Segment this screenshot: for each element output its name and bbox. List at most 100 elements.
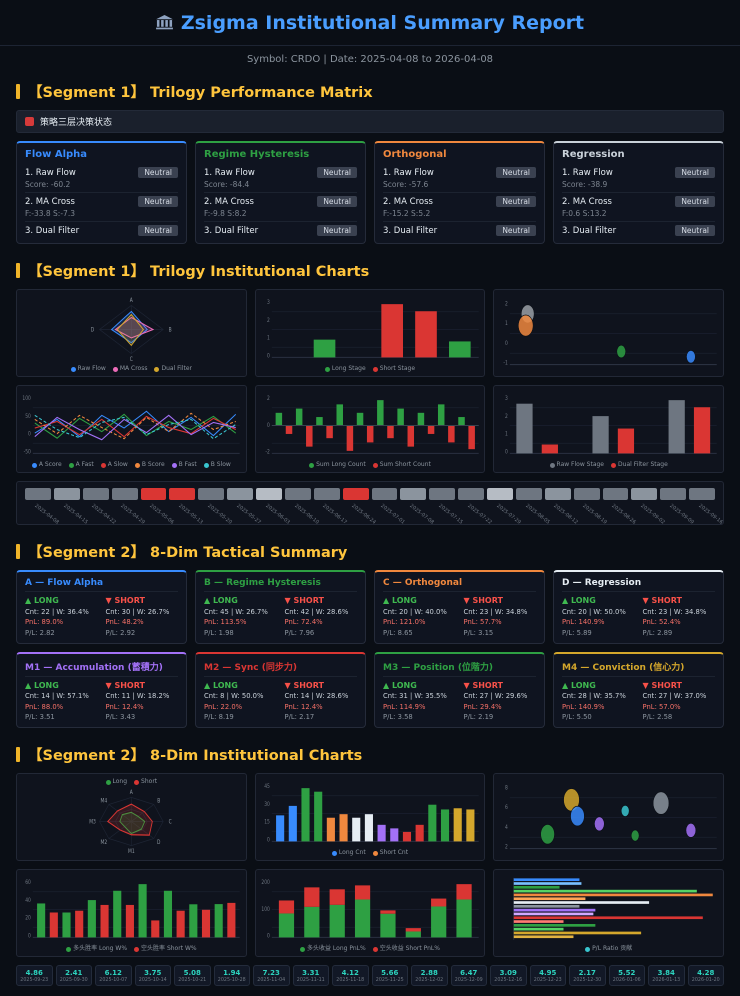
section-heading-dim-charts: 【Segment 2】 8-Dim Institutional Charts <box>16 744 724 765</box>
trilogy-chart-grid: A B C D Raw Flow MA Cross Dual Filter 3 2 1 0 Long … <box>16 289 724 473</box>
heat-tile: 2025-06-24 <box>342 488 377 526</box>
long-pnl: PnL: 140.9% <box>562 702 605 711</box>
heat-tile: 2025-09-16 <box>689 488 724 526</box>
matrix-row: 1. Raw Flow Neutral Score: -38.9 <box>562 164 715 193</box>
svg-text:40: 40 <box>25 897 31 904</box>
svg-text:3: 3 <box>505 396 508 403</box>
svg-text:M1: M1 <box>128 848 135 855</box>
tactical-card-m3-position: M3 — Position (位階力) ▲ LONG Cnt: 31 | W: 35… <box>374 651 545 728</box>
section-title: 【Segment 1】 Trilogy Performance Matrix <box>28 85 373 101</box>
status-badge: Neutral <box>317 196 357 207</box>
section-accent-bar <box>16 544 20 559</box>
section-title: 【Segment 2】 8-Dim Tactical Summary <box>28 545 348 561</box>
heat-tile-box <box>82 488 109 500</box>
value-tile-date: 2025-11-11 <box>296 978 325 983</box>
svg-text:2: 2 <box>505 844 508 851</box>
value-tile-value: 3.75 <box>144 969 162 977</box>
legend-dot <box>171 462 177 468</box>
value-tile-date: 2026-01-13 <box>652 978 681 983</box>
matrix-row: 3. Dual Filter Neutral <box>383 222 536 239</box>
legend-item: Long Cnt <box>331 849 366 857</box>
legend-item: Short <box>134 778 157 786</box>
legend-dot <box>203 462 209 468</box>
short-pnl: PnL: 29.4% <box>463 702 502 711</box>
matrix-card-title: Regime Hysteresis <box>204 149 310 160</box>
svg-text:0: 0 <box>28 431 31 438</box>
matrix-row: 2. MA Cross Neutral F:0.6 S:13.2 <box>562 193 715 222</box>
svg-text:1: 1 <box>505 320 508 327</box>
short-header: ▼ SHORT <box>284 680 324 690</box>
tactical-columns: ▲ LONG Cnt: 14 | W: 57.1% PnL: 88.0% P/L: 3… <box>25 681 178 722</box>
value-tile-value: 2.41 <box>65 969 83 977</box>
legend-dot <box>611 462 617 468</box>
legend-item: A Score <box>31 461 62 469</box>
legend-dot <box>31 462 37 468</box>
tactical-col-short: ▼ SHORT Cnt: 23 | W: 34.8% PnL: 52.4% P/L: … <box>643 596 716 637</box>
red-marker-icon <box>25 117 34 126</box>
value-tile-value: 3.09 <box>499 969 517 977</box>
value-tile-value: 2.88 <box>420 969 438 977</box>
chart-panel-dim-counts: 45 30 15 0 Long Cnt Short Cnt <box>254 773 486 861</box>
svg-text:1: 1 <box>505 431 508 438</box>
heat-tile-box <box>487 488 513 500</box>
heat-tile: 2025-05-27 <box>227 488 262 526</box>
value-tile-value: 6.47 <box>460 969 478 977</box>
matrix-row-detail: Score: -38.9 <box>562 180 608 189</box>
legend-item: B Slow <box>203 461 231 469</box>
heat-tile: 2025-05-20 <box>198 488 233 526</box>
matrix-row-label: 2. MA Cross <box>204 196 254 207</box>
value-tile: 4.28 2026-01-20 <box>687 965 724 986</box>
tactical-columns: ▲ LONG Cnt: 20 | W: 50.0% PnL: 140.9% P/L: … <box>562 596 715 637</box>
section-heading-trilogy-charts: 【Segment 1】 Trilogy Institutional Charts <box>16 260 724 281</box>
tactical-col-long: ▲ LONG Cnt: 20 | W: 50.0% PnL: 140.9% P/L: … <box>562 596 635 637</box>
svg-text:M4: M4 <box>101 798 108 805</box>
svg-text:2: 2 <box>505 413 508 420</box>
long-pl-ratio: P/L: 3.58 <box>383 713 413 721</box>
short-pnl: PnL: 12.4% <box>105 702 144 711</box>
heat-tile-box <box>53 488 80 500</box>
long-pnl: PnL: 22.0% <box>204 702 243 711</box>
section-title: 【Segment 2】 8-Dim Institutional Charts <box>28 748 363 764</box>
heat-tile: 2025-08-26 <box>602 488 637 526</box>
legend-dot <box>66 946 72 952</box>
matrix-row-detail: F:-9.8 S:8.2 <box>204 209 247 218</box>
tactical-col-long: ▲ LONG Cnt: 28 | W: 35.7% PnL: 140.9% P/L: … <box>562 681 635 722</box>
chart-panel-trilogy-net-count: 2 0 -2 Sum Long Count Sum Short Count <box>254 385 486 473</box>
chart-legend: Long Short <box>21 778 242 786</box>
legend-dot <box>309 462 315 468</box>
matrix-row: 2. MA Cross Neutral F:-33.8 S:-7.3 <box>25 193 178 222</box>
value-tile-value: 1.94 <box>223 969 241 977</box>
matrix-row-detail: F:0.6 S:13.2 <box>562 209 607 218</box>
matrix-row-top: 1. Raw Flow Neutral <box>562 167 715 178</box>
report-subtitle: Symbol: CRDO | Date: 2025-04-08 to 2026-… <box>246 54 494 65</box>
tactical-card-title: D — Regression <box>562 578 715 592</box>
matrix-row-label: 3. Dual Filter <box>383 225 438 236</box>
legend-item: MA Cross <box>112 365 147 373</box>
svg-text:C: C <box>169 819 172 826</box>
heat-tile-box <box>660 488 687 500</box>
short-header: ▼ SHORT <box>463 596 503 605</box>
legend-dot <box>154 366 160 372</box>
legend-dot <box>134 946 140 952</box>
chart-legend: A Score A Fast A Slow B Score B Fast B Slow <box>21 461 242 469</box>
heat-tile-box <box>631 488 658 500</box>
long-pl-ratio: P/L: 5.50 <box>562 713 592 721</box>
short-count: Cnt: 30 | W: 26.7% <box>105 607 170 616</box>
svg-text:0: 0 <box>267 353 270 360</box>
heat-tile-box <box>198 488 225 500</box>
heat-tile: 2025-07-29 <box>487 488 522 526</box>
svg-text:0: 0 <box>28 933 31 940</box>
matrix-row-top: 2. MA Cross Neutral <box>204 196 357 207</box>
chart-trilogy-net-count: 2 0 -2 <box>265 396 479 456</box>
short-pl-ratio: P/L: 2.58 <box>642 713 673 721</box>
matrix-row-label: 1. Raw Flow <box>562 167 613 178</box>
short-pnl: PnL: 52.4% <box>642 618 681 626</box>
legend-item: A Slow <box>100 461 128 469</box>
legend-item: Short Stage <box>372 365 415 373</box>
short-count: Cnt: 42 | W: 28.6% <box>284 607 349 616</box>
heat-tile: 2025-08-12 <box>544 488 579 526</box>
heat-tile: 2025-04-29 <box>111 488 146 526</box>
value-tile-date: 2025-12-16 <box>494 978 523 983</box>
long-count: Cnt: 14 | W: 57.1% <box>25 692 89 700</box>
tactical-columns: ▲ LONG Cnt: 20 | W: 40.0% PnL: 121.0% P/L: … <box>383 596 536 637</box>
